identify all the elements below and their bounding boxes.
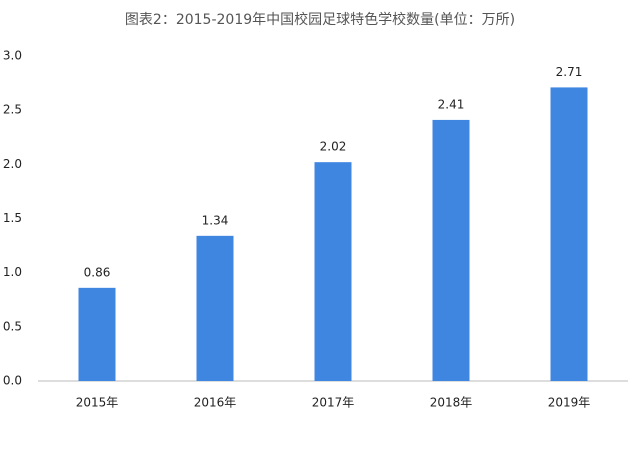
- bar: [432, 119, 470, 382]
- data-label: 2.41: [438, 97, 465, 111]
- y-tick-label: 0.5: [3, 319, 22, 333]
- y-tick-label: 2.5: [3, 103, 22, 117]
- data-label: 1.34: [202, 213, 229, 227]
- y-tick-label: 1.0: [3, 265, 22, 279]
- x-tick-label: 2015年: [76, 396, 119, 410]
- bar: [314, 162, 352, 381]
- data-label: 0.86: [84, 265, 111, 279]
- x-tick-label: 2019年: [548, 396, 591, 410]
- y-tick-label: 2.0: [3, 157, 22, 171]
- y-tick-label: 3.0: [3, 49, 22, 63]
- chart-title: 图表2：2015-2019年中国校园足球特色学校数量(单位：万所): [125, 11, 515, 28]
- x-tick-label: 2018年: [430, 396, 473, 410]
- y-tick-label: 0.0: [3, 374, 22, 388]
- y-tick-label: 1.5: [3, 211, 22, 225]
- x-tick-label: 2017年: [312, 396, 355, 410]
- bar: [550, 87, 588, 382]
- x-tick-label: 2016年: [194, 396, 237, 410]
- bar: [196, 235, 234, 381]
- bar: [78, 287, 116, 381]
- data-label: 2.71: [556, 65, 583, 79]
- data-label: 2.02: [320, 140, 347, 154]
